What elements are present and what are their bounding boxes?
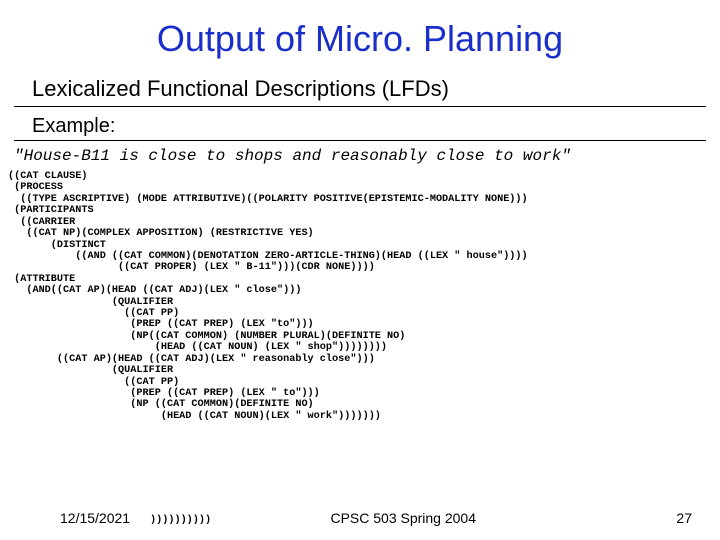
example-sentence: "House-B11 is close to shops and reasona… <box>0 143 720 171</box>
footer-date: 12/15/2021 <box>60 510 130 526</box>
slide-footer: 12/15/2021 CPSC 503 Spring 2004 27 <box>0 510 720 526</box>
slide-subtitle: Lexicalized Functional Descriptions (LFD… <box>14 70 706 107</box>
slide-title: Output of Micro. Planning <box>0 0 720 70</box>
example-label: Example: <box>14 113 706 141</box>
footer-center: CPSC 503 Spring 2004 <box>330 510 476 526</box>
lfd-code-block: ((CAT CLAUSE) (PROCESS ((TYPE ASCRIPTIVE… <box>0 171 720 422</box>
footer-page: 27 <box>676 510 692 526</box>
